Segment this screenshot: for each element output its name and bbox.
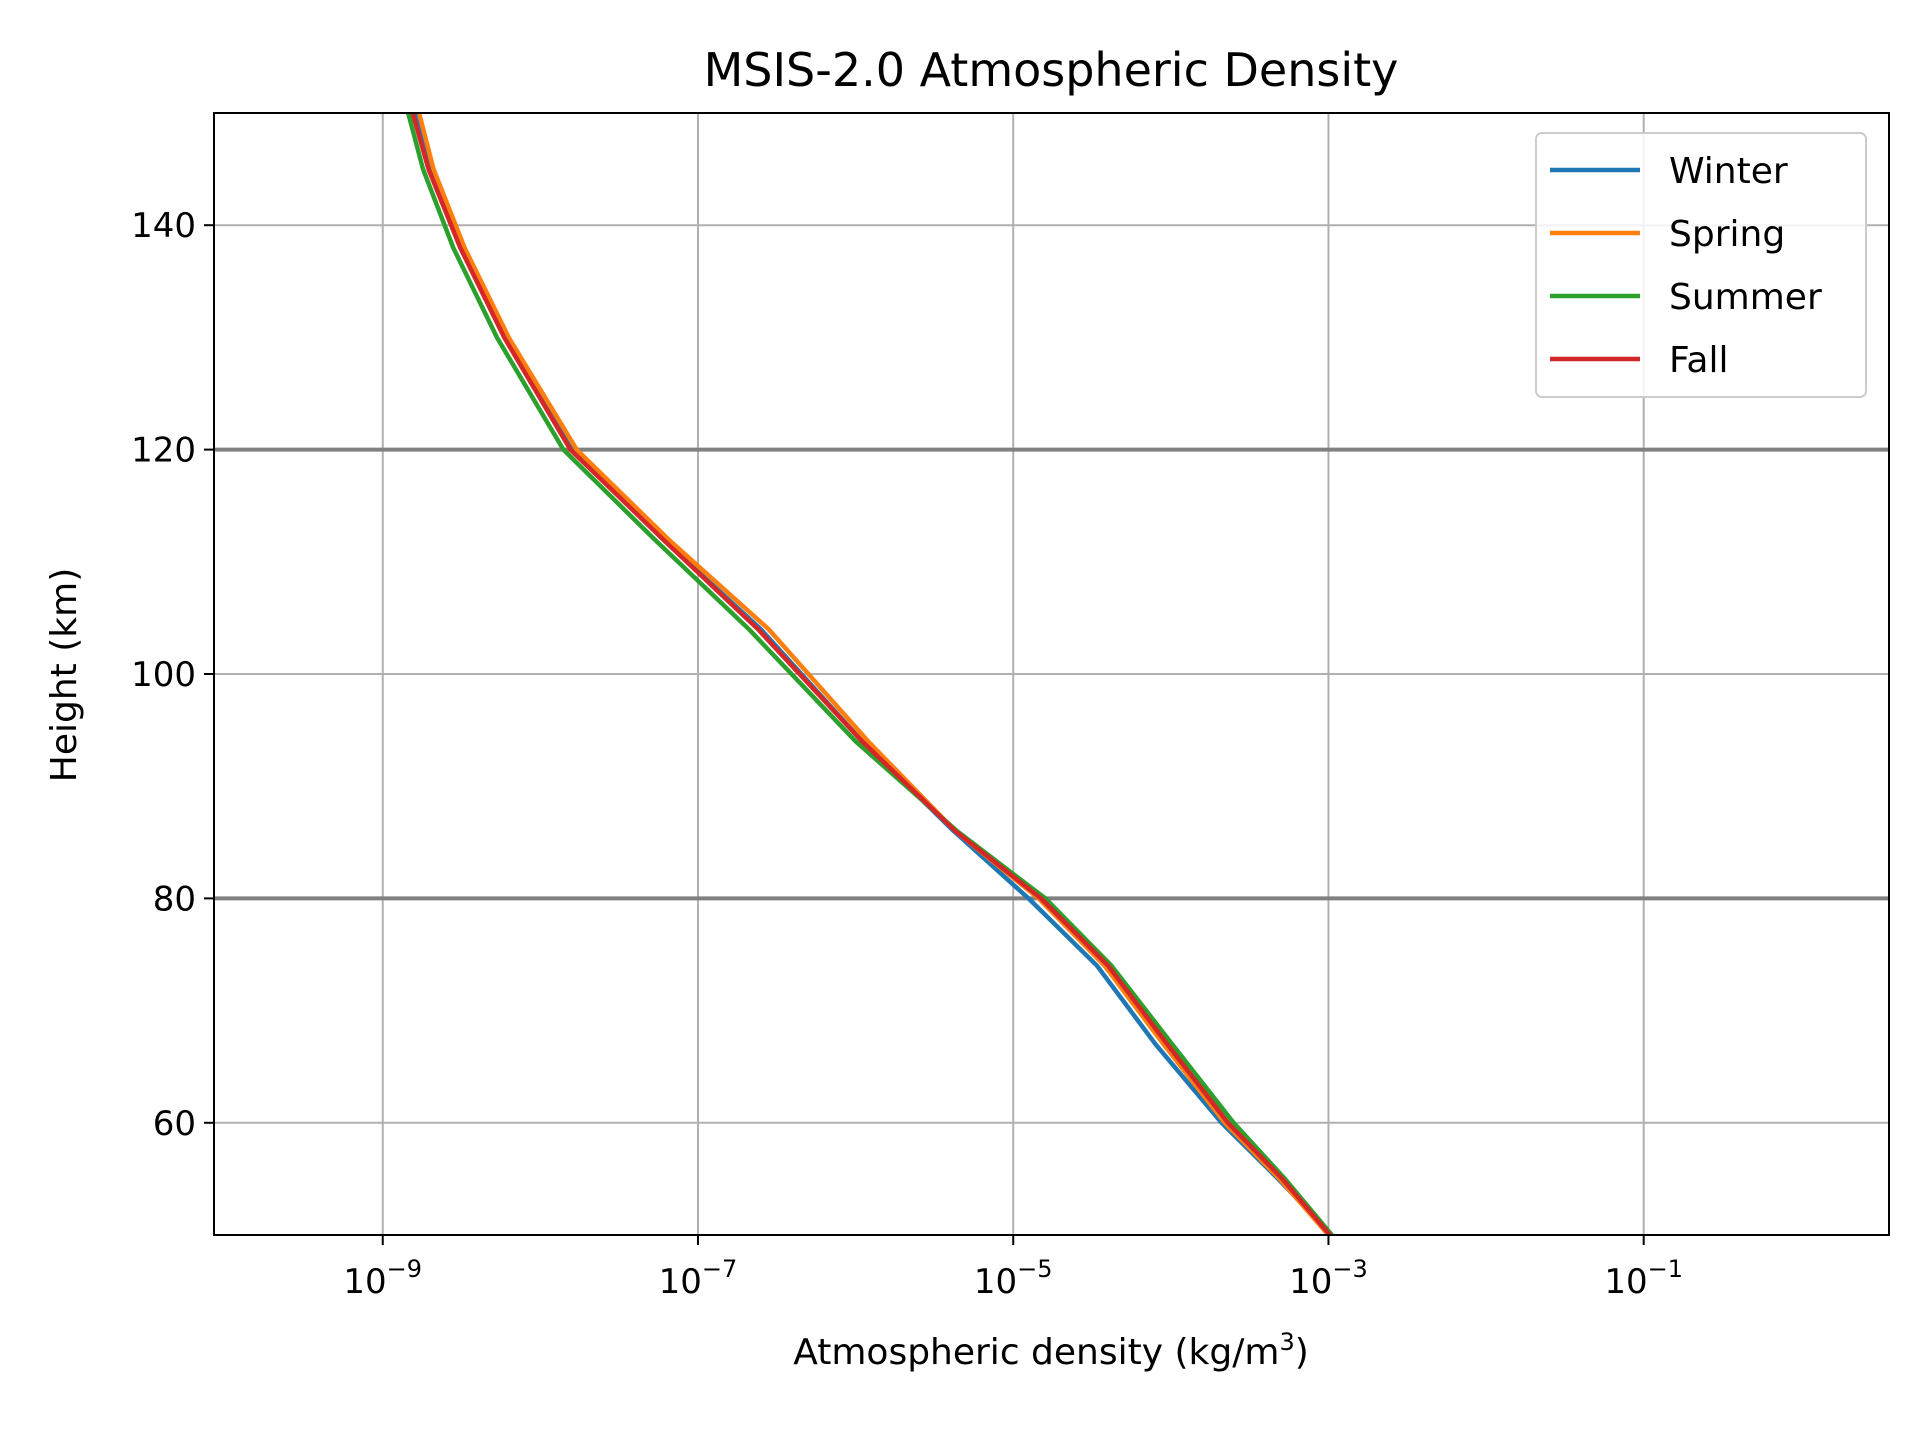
legend-box (1535, 132, 1867, 398)
legend-label: Fall (1669, 340, 1728, 381)
series-layer (406, 113, 1334, 1235)
series-line-summer (406, 113, 1334, 1235)
y-tick-label: 60 (153, 1104, 196, 1144)
y-tick-label: 100 (131, 655, 196, 695)
y-tick-label: 80 (153, 879, 196, 919)
y-tick-label: 120 (131, 431, 196, 471)
legend: Winter Spring Summer Fall (1535, 132, 1867, 398)
y-tick-label: 140 (131, 206, 196, 246)
legend-label: Spring (1669, 214, 1785, 255)
x-tick-label: 10−7 (659, 1255, 738, 1302)
legend-label: Summer (1669, 277, 1822, 318)
x-tick-label: 10−3 (1289, 1255, 1368, 1302)
legend-label: Winter (1669, 151, 1788, 192)
y-axis-label: Height (km) (44, 568, 85, 782)
x-tick-label: 10−9 (343, 1255, 422, 1302)
x-axis-ticks: 10−9 10−7 10−5 10−3 10−1 (343, 1235, 1683, 1302)
x-axis-label: Atmospheric density (kg/m3) (793, 1328, 1309, 1373)
y-axis-ticks: 60 80 100 120 140 (131, 206, 214, 1144)
chart-title: MSIS-2.0 Atmospheric Density (704, 43, 1399, 97)
reference-lines (214, 447, 1889, 901)
x-tick-label: 10−1 (1604, 1255, 1683, 1302)
x-tick-label: 10−5 (974, 1255, 1053, 1302)
series-line-spring (416, 113, 1331, 1235)
series-line-fall (410, 113, 1332, 1235)
